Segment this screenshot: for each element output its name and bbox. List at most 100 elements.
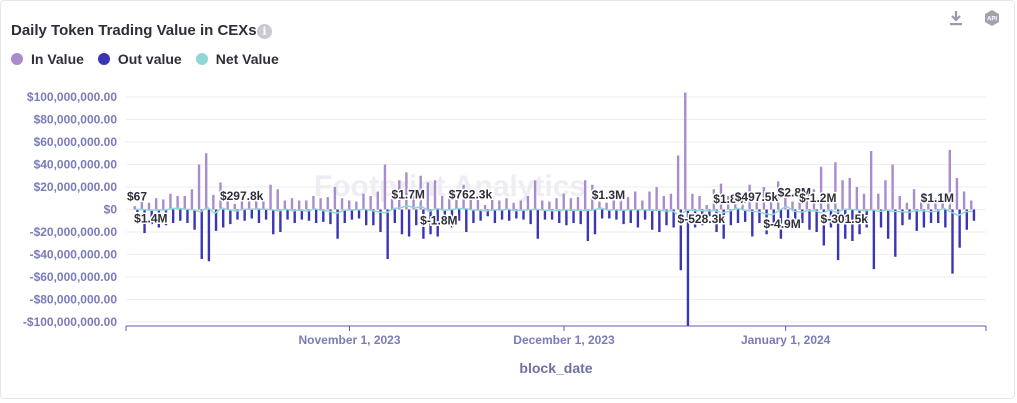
in-value-bar	[276, 189, 279, 210]
out-value-bar	[293, 209, 296, 223]
y-tick-label: -$80,000,000.00	[30, 293, 118, 307]
in-value-bar	[569, 198, 573, 210]
out-value-bar	[829, 209, 833, 228]
in-value-bar	[240, 198, 244, 210]
out-value-bar	[858, 209, 861, 235]
in-value-bar	[433, 180, 437, 210]
out-value-bar	[522, 209, 525, 220]
in-value-bar	[941, 192, 944, 210]
net-value-data-label: $-301.5k	[821, 212, 869, 226]
in-value-bar	[962, 191, 966, 210]
x-axis-ticks: November 1, 2023 December 1, 2023 January …	[125, 326, 987, 347]
out-value-bar	[965, 209, 968, 230]
out-value-bar	[143, 209, 146, 234]
out-value-bar	[207, 209, 211, 262]
y-tick-label: -$60,000,000.00	[30, 270, 118, 284]
in-value-bar	[784, 196, 787, 210]
in-value-bar	[312, 196, 315, 210]
api-icon[interactable]: API	[983, 9, 1001, 27]
out-value-bar	[407, 209, 411, 237]
out-value-bar	[171, 209, 175, 223]
out-value-bar	[472, 209, 475, 223]
in-value-bar	[483, 205, 487, 210]
y-tick-label: $100,000,000.00	[27, 90, 117, 104]
out-value-bar	[136, 209, 139, 216]
legend-item-out-value[interactable]: Out value	[97, 51, 182, 67]
in-value-bar	[398, 180, 401, 210]
net-value-line	[135, 205, 973, 217]
out-value-bar	[558, 209, 561, 223]
out-value-bar	[572, 209, 575, 223]
in-value-bar	[319, 198, 322, 210]
in-value-bar	[333, 187, 337, 210]
in-value-bar	[912, 189, 916, 210]
in-value-bar	[612, 200, 615, 210]
in-value-bar	[533, 180, 537, 210]
in-value-bar	[498, 200, 501, 210]
y-tick-label: -$40,000,000.00	[30, 248, 118, 262]
net-value-data-label: $1.7M	[392, 188, 425, 202]
in-value-bar	[455, 198, 458, 210]
in-value-bar	[862, 193, 866, 210]
in-value-bar	[648, 191, 651, 210]
info-icon[interactable]: i	[257, 24, 272, 39]
in-value-bar	[734, 198, 737, 210]
in-value-bar	[705, 205, 708, 210]
out-value-bar	[758, 209, 761, 223]
out-value-bar	[844, 209, 847, 239]
in-value-bar	[841, 180, 844, 210]
in-value-bar	[526, 196, 530, 210]
in-value-bar	[476, 199, 480, 210]
in-value-bar	[519, 200, 522, 210]
out-value-bar	[286, 209, 289, 220]
in-value-bar	[297, 200, 301, 210]
in-value-bar	[755, 198, 758, 210]
out-value-bar	[651, 209, 654, 230]
in-value-bar	[583, 180, 587, 210]
in-value-bar	[855, 187, 859, 210]
legend-item-net-value[interactable]: Net Value	[195, 51, 279, 67]
in-value-bar	[440, 196, 444, 210]
net-value-data-label: $-1.8M	[420, 214, 457, 228]
in-value-bar	[491, 196, 494, 210]
y-tick-label: $60,000,000.00	[34, 135, 118, 149]
y-axis-ticks: $100,000,000.00 $80,000,000.00 $60,000,000…	[23, 90, 117, 329]
legend: In Value Out value Net Value	[11, 51, 293, 67]
out-value-bar	[729, 209, 733, 226]
out-value-bar	[894, 209, 897, 257]
legend-label-in-value: In Value	[31, 51, 84, 67]
out-value-bar	[229, 209, 232, 225]
in-value-bar	[362, 193, 365, 210]
in-value-bar	[176, 196, 179, 210]
out-value-bar	[686, 209, 690, 327]
out-value-bar	[879, 209, 883, 228]
in-value-bar	[655, 187, 658, 210]
x-tick-label: November 1, 2023	[298, 333, 400, 347]
out-value-bar	[743, 209, 747, 222]
in-value-bar	[641, 200, 644, 210]
in-value-bar	[955, 178, 959, 210]
out-value-bar	[822, 209, 825, 246]
download-icon[interactable]	[947, 9, 965, 27]
in-value-bar	[927, 198, 930, 210]
out-value-bar	[536, 209, 539, 239]
out-value-bar	[300, 209, 304, 220]
net-value-data-label: $1.3M	[592, 188, 625, 202]
net-value-data-label: $1.4M	[134, 211, 167, 225]
out-value-bar	[736, 209, 740, 223]
in-value-bar	[691, 193, 694, 210]
out-value-bar	[465, 209, 468, 232]
y-tick-label: $40,000,000.00	[34, 158, 118, 172]
in-value-bar	[669, 193, 673, 210]
out-value-bar	[722, 209, 725, 239]
in-value-bar	[741, 199, 744, 210]
in-value-bar	[412, 191, 415, 210]
out-value-bar	[179, 209, 182, 221]
legend-item-in-value[interactable]: In Value	[11, 51, 84, 67]
in-value-bar	[190, 189, 194, 210]
in-value-bar	[598, 201, 601, 210]
out-value-bar	[236, 209, 239, 220]
data-labels: $67 $1.4M $297.8k $1.7M $-1.8M $762.3k $1.3M $-…	[126, 184, 956, 233]
in-value-bar	[390, 196, 394, 210]
legend-swatch-in-value	[11, 53, 23, 65]
